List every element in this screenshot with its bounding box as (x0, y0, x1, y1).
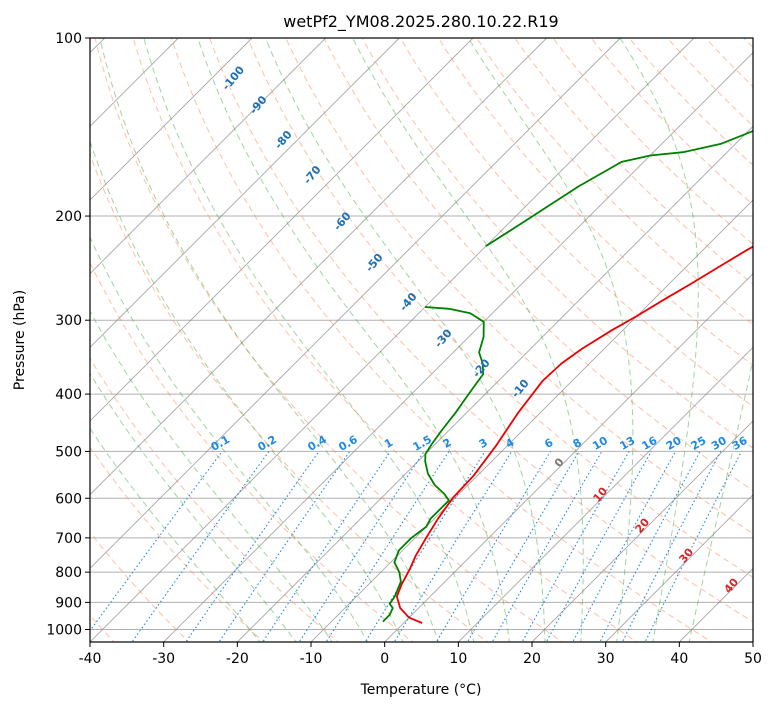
mixing-ratio-line (364, 451, 486, 642)
temperature-profile-line (396, 245, 753, 624)
isotherm-line (458, 346, 753, 642)
moist-adiabat-line (197, 38, 510, 642)
dry-adiabat-line (90, 261, 414, 642)
isotherm-line (605, 494, 753, 642)
x-axis-label: Temperature (°C) (360, 682, 482, 698)
isotherm-line (90, 38, 621, 569)
x-tick-label: 50 (744, 651, 762, 667)
chart-title: wetPf2_YM08.2025.280.10.22.R19 (283, 12, 558, 32)
y-tick-label: 500 (55, 444, 82, 460)
y-tick-label: 800 (55, 565, 82, 581)
dewpoint-profile-line (382, 306, 485, 623)
x-tick-label: -40 (79, 651, 102, 667)
dry-adiabat-line (514, 38, 753, 285)
moist-adiabat-line (688, 357, 753, 642)
y-axis-label: Pressure (hPa) (12, 290, 28, 390)
isotherm-line (90, 38, 326, 275)
y-tick-label: 200 (55, 209, 82, 225)
y-tick-label: 400 (55, 387, 82, 403)
mixing-ratio-line (545, 451, 652, 642)
x-tick-label: -30 (152, 651, 175, 667)
dry-adiabat-line (90, 357, 340, 642)
mixing-ratio-line (90, 451, 223, 632)
mixing-ratio-line (621, 451, 722, 642)
mixing-ratio-line (325, 451, 450, 642)
isotherm-line (384, 273, 753, 642)
x-tick-label: -10 (300, 651, 323, 667)
dry-adiabat-line (132, 38, 638, 642)
dry-adiabat-line (90, 153, 489, 642)
isotherm-line (90, 38, 253, 201)
isotherm-line (237, 125, 753, 642)
x-tick-label: 20 (523, 651, 541, 667)
isotherm-line (163, 52, 753, 642)
moist-adiabat-line (352, 38, 584, 642)
x-tick-label: 30 (597, 651, 615, 667)
isotherm-line (531, 420, 753, 642)
isotherm-line (310, 199, 753, 642)
moist-adiabat-line (264, 38, 546, 642)
moist-adiabat-line (99, 38, 440, 642)
mixing-ratio-line (298, 451, 425, 642)
moist-adiabat-line (90, 139, 404, 642)
y-tick-label: 100 (55, 31, 82, 47)
x-tick-label: 40 (670, 651, 688, 667)
x-tick-label: -20 (226, 651, 249, 667)
mixing-ratio-line (393, 451, 513, 642)
mixing-ratio-line (131, 451, 270, 642)
moist-adiabat-line (90, 427, 261, 642)
mixing-ratio-line (466, 451, 580, 642)
y-tick-label: 900 (55, 595, 82, 611)
plot-frame (89, 37, 754, 643)
moist-adiabat-line (90, 310, 333, 642)
mixing-ratio-line (435, 451, 552, 642)
y-tick-label: 600 (55, 491, 82, 507)
dewpoint-profile-line (485, 129, 753, 248)
x-tick-label: 0 (380, 651, 389, 667)
moist-adiabat-line (143, 38, 475, 642)
moist-adiabat-line (90, 235, 369, 642)
mixing-ratio-line (572, 451, 676, 642)
mixing-ratio-line (185, 451, 320, 642)
moist-adiabat-line (619, 38, 699, 642)
isotherm-line (90, 38, 547, 496)
mixing-ratio-line (599, 451, 701, 642)
y-tick-label: 300 (55, 313, 82, 329)
isotherm-line (90, 38, 400, 348)
mixing-ratio-line (262, 451, 391, 642)
dry-adiabat-line (208, 38, 753, 623)
isotherm-line (90, 38, 474, 422)
x-tick-label: 10 (449, 651, 467, 667)
dry-adiabat-line (90, 446, 265, 642)
moist-adiabat-line (90, 372, 297, 642)
isotherm-line (90, 38, 695, 642)
dry-adiabat-line (94, 38, 564, 642)
y-tick-label: 700 (55, 531, 82, 547)
y-tick-label: 1000 (46, 622, 82, 638)
moist-adiabat-line (467, 38, 634, 642)
mixing-ratio-line (218, 451, 351, 642)
